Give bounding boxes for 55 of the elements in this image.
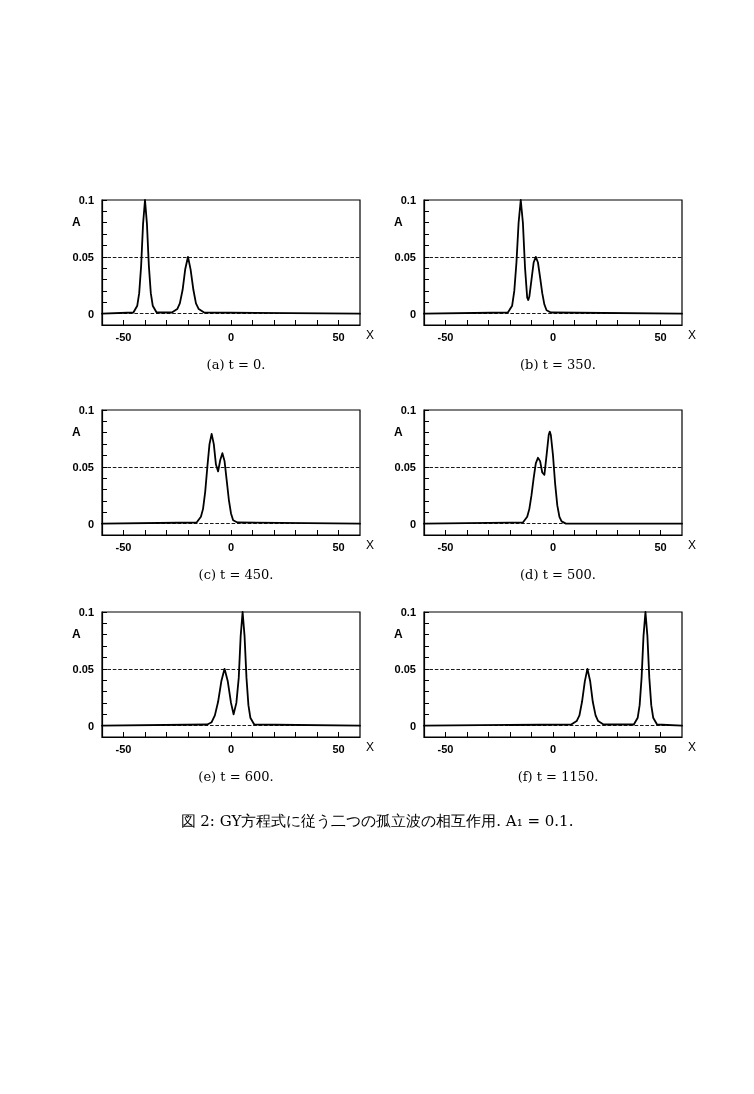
x-axis-title: X xyxy=(688,328,697,342)
text: (e) t = 600. xyxy=(198,769,274,784)
y-tick-label: 0 xyxy=(87,719,94,732)
x-axis-title: X xyxy=(366,740,375,754)
y-axis-title: A xyxy=(72,627,81,641)
x-tick-label: -50 xyxy=(437,742,454,755)
x-tick-label: 0 xyxy=(227,742,235,755)
y-tick-label: 0.1 xyxy=(400,404,416,416)
y-tick-label: 0.1 xyxy=(78,606,94,618)
x-tick-label: 0 xyxy=(549,330,557,343)
text: (d) t = 500. xyxy=(520,567,596,582)
x-tick-label: 50 xyxy=(332,330,345,343)
y-tick-label: 0 xyxy=(409,719,416,732)
y-axis-title: A xyxy=(72,215,81,229)
y-axis-title: A xyxy=(72,425,81,439)
y-tick-label: 0.05 xyxy=(72,662,94,675)
y-tick-label: 0.1 xyxy=(78,404,94,416)
y-tick-label: 0 xyxy=(87,307,94,320)
x-tick-label: 50 xyxy=(332,540,345,553)
x-tick-label: 50 xyxy=(332,742,345,755)
y-tick-label: 0.05 xyxy=(394,662,416,675)
x-tick-label: 50 xyxy=(654,742,667,755)
x-axis-title: X xyxy=(688,538,697,552)
y-axis-title: A xyxy=(394,425,403,439)
x-tick-label: 0 xyxy=(227,540,235,553)
y-tick-label: 0 xyxy=(409,307,416,320)
x-axis-title: X xyxy=(688,740,697,754)
text: (b) t = 350. xyxy=(520,357,596,372)
x-tick-label: -50 xyxy=(115,540,132,553)
x-tick-label: 0 xyxy=(549,540,557,553)
x-tick-label: -50 xyxy=(437,330,454,343)
y-tick-label: 0.05 xyxy=(72,250,94,263)
x-tick-label: -50 xyxy=(115,742,132,755)
y-axis-title: A xyxy=(394,215,403,229)
y-tick-label: 0 xyxy=(409,517,416,530)
y-tick-label: 0.1 xyxy=(400,606,416,618)
y-tick-label: 0.05 xyxy=(394,460,416,473)
x-tick-label: 0 xyxy=(227,330,235,343)
x-axis-title: X xyxy=(366,328,375,342)
y-tick-label: 0 xyxy=(87,517,94,530)
x-tick-label: -50 xyxy=(437,540,454,553)
text: (c) t = 450. xyxy=(198,567,274,582)
x-tick-label: 50 xyxy=(654,330,667,343)
x-axis-title: X xyxy=(366,538,375,552)
x-tick-label: -50 xyxy=(115,330,132,343)
y-axis-title: A xyxy=(394,627,403,641)
x-tick-label: 0 xyxy=(549,742,557,755)
text: (f) t = 1150. xyxy=(517,769,599,784)
caption: 図 2: GY方程式に従う二つの孤立波の相互作用. A₁ = 0.1. xyxy=(179,812,575,831)
text: (a) t = 0. xyxy=(206,357,266,372)
y-tick-label: 0.1 xyxy=(78,194,94,206)
y-tick-label: 0.05 xyxy=(394,250,416,263)
y-tick-label: 0.1 xyxy=(400,194,416,206)
y-tick-label: 0.05 xyxy=(72,460,94,473)
x-tick-label: 50 xyxy=(654,540,667,553)
